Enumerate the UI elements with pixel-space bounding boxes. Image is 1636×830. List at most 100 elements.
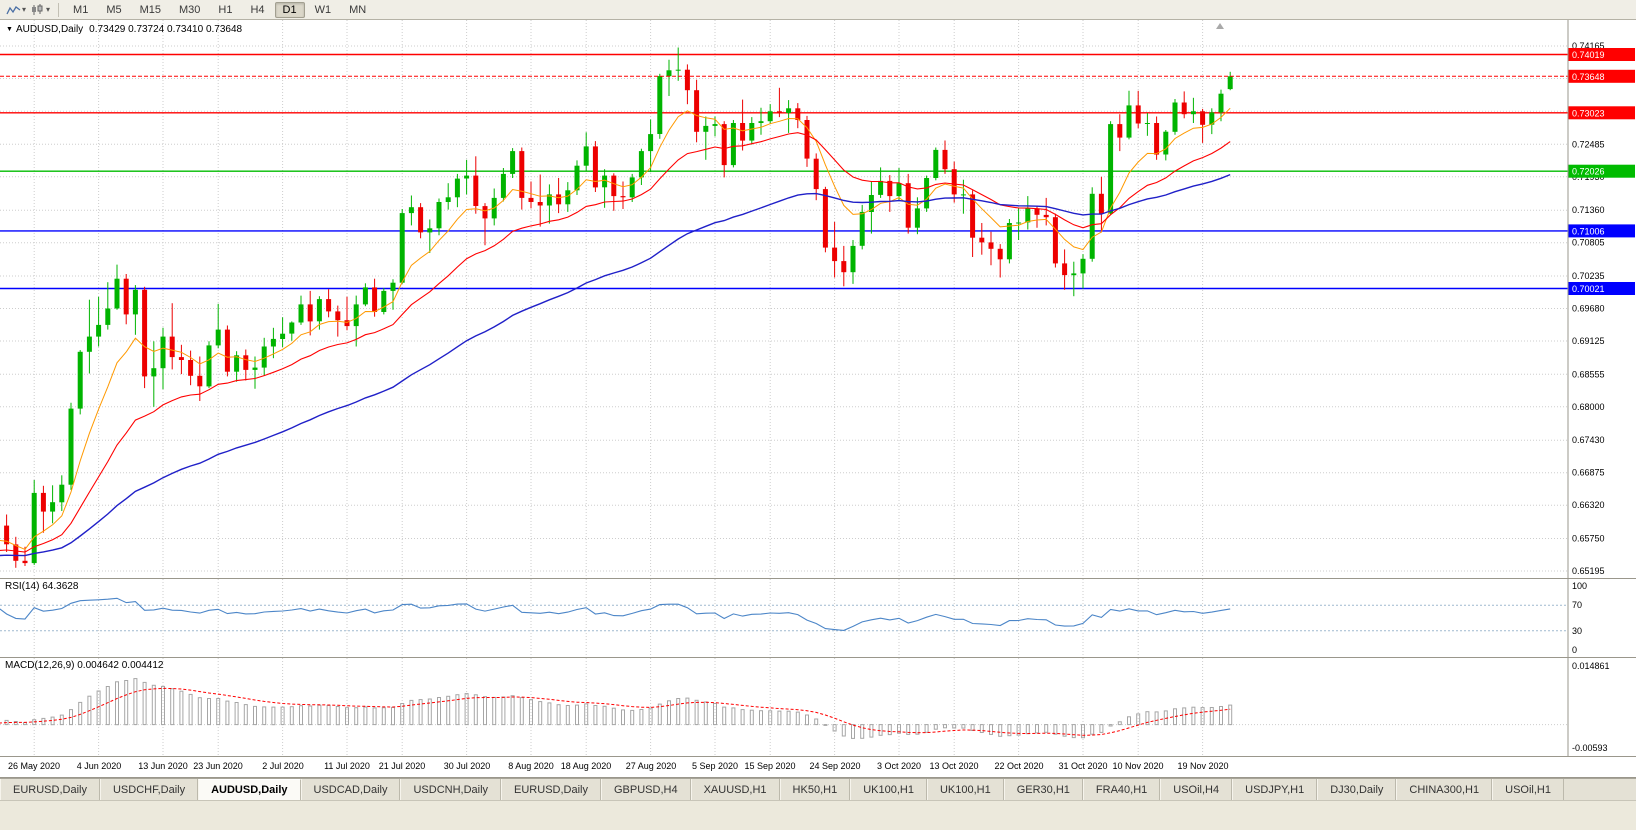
chart-shift-marker[interactable]: [1216, 23, 1224, 29]
chart-tab-FRA40-H1[interactable]: FRA40,H1: [1082, 779, 1161, 800]
timeframe-button-MN[interactable]: MN: [349, 3, 367, 16]
date-label: 30 Jul 2020: [443, 761, 491, 771]
svg-text:0.66320: 0.66320: [1572, 500, 1605, 510]
moving-average-line: [0, 173, 1231, 557]
date-label: 27 Aug 2020: [625, 761, 677, 771]
chart-tab-USDCHF-Daily[interactable]: USDCHF,Daily: [99, 779, 199, 800]
svg-text:0.65195: 0.65195: [1572, 566, 1605, 576]
svg-text:0.014861: 0.014861: [1572, 661, 1610, 671]
date-label: 18 Aug 2020: [560, 761, 612, 771]
date-label: 15 Sep 2020: [744, 761, 796, 771]
timeframe-button-M15[interactable]: M15: [139, 3, 161, 16]
svg-text:0.72485: 0.72485: [1572, 139, 1605, 149]
svg-text:0.68555: 0.68555: [1572, 369, 1605, 379]
svg-text:0.73648: 0.73648: [1572, 72, 1605, 82]
svg-text:0.70235: 0.70235: [1572, 271, 1605, 281]
svg-text:0.72026: 0.72026: [1572, 167, 1605, 177]
rsi-label: RSI(14) 64.3628: [5, 581, 79, 592]
chart-tab-UK100-H1[interactable]: UK100,H1: [850, 779, 927, 800]
time-axis[interactable]: 26 May 2020 4 Jun 2020 13 Jun 2020 23 Jun 2…: [0, 757, 1636, 777]
dropdown-caret-icon[interactable]: ▾: [46, 5, 51, 14]
timeframe-button-D1[interactable]: D1: [274, 1, 305, 18]
panel-splitter[interactable]: [0, 657, 1636, 658]
date-label: 10 Nov 2020: [1112, 761, 1164, 771]
macd-label: MACD(12,26,9) 0.004642 0.004412: [5, 660, 164, 671]
timeframe-button-H4[interactable]: H4: [250, 3, 265, 16]
price-badge: 0.73648: [1568, 69, 1635, 83]
date-label: 22 Oct 2020: [994, 761, 1044, 771]
date-label: 13 Oct 2020: [929, 761, 979, 771]
date-label: 24 Sep 2020: [809, 761, 861, 771]
chart-tab-USOil-H4[interactable]: USOil,H4: [1160, 779, 1233, 800]
chart-tab-XAUUSD-H1[interactable]: XAUUSD,H1: [690, 779, 780, 800]
svg-text:0.69680: 0.69680: [1572, 304, 1605, 314]
price-badge: 0.70021: [1568, 282, 1635, 295]
chart-tab-DJ30-Daily[interactable]: DJ30,Daily: [1317, 779, 1397, 800]
svg-text:0.74019: 0.74019: [1572, 50, 1605, 60]
svg-text:100: 100: [1572, 581, 1587, 591]
toolbar: ▾ ▾ M1 M5 M15 M30 H1 H4 D1 W1 MN: [0, 0, 1636, 20]
timeframe-button-M30[interactable]: M30: [179, 3, 201, 16]
time-axis-border: [0, 777, 1636, 778]
rsi-panel-canvas[interactable]: 100 70 30 0: [0, 579, 1636, 657]
macd-panel-canvas[interactable]: 0.014861 -0.00593: [0, 658, 1636, 756]
date-label: 31 Oct 2020: [1058, 761, 1108, 771]
chart-tab-GER30-H1[interactable]: GER30,H1: [1003, 779, 1083, 800]
chart-tab-GBPUSD-H4[interactable]: GBPUSD,H4: [601, 779, 691, 800]
timeframe-button-M5[interactable]: M5: [106, 3, 122, 16]
chart-tab-UK100-H1[interactable]: UK100,H1: [926, 779, 1004, 800]
svg-text:0.70021: 0.70021: [1572, 284, 1605, 294]
chart-tab-USDCAD-Daily[interactable]: USDCAD,Daily: [300, 779, 401, 800]
date-label: 4 Jun 2020: [76, 761, 122, 771]
collapse-arrow-icon[interactable]: ▼: [6, 26, 13, 33]
panel-splitter[interactable]: [0, 578, 1636, 579]
chart-tab-USOil-H1[interactable]: USOil,H1: [1492, 779, 1564, 800]
chart-tab-EURUSD-Daily[interactable]: EURUSD,Daily: [501, 779, 601, 800]
date-label: 26 May 2020: [7, 761, 61, 771]
status-strip: [0, 800, 1636, 830]
price-badge: 0.71006: [1568, 224, 1635, 238]
toolbar-separator: [58, 2, 60, 17]
price-badge: 0.72026: [1568, 164, 1635, 178]
chart-tab-EURUSD-Daily[interactable]: EURUSD,Daily: [0, 779, 100, 800]
svg-text:0.65750: 0.65750: [1572, 534, 1605, 544]
chart-tab-AUDUSD-Daily[interactable]: AUDUSD,Daily: [198, 779, 301, 800]
chart-tab-USDJPY-H1[interactable]: USDJPY,H1: [1232, 779, 1318, 800]
date-label: 8 Aug 2020: [508, 761, 554, 771]
svg-text:0.71360: 0.71360: [1572, 205, 1605, 215]
svg-text:0.66875: 0.66875: [1572, 468, 1605, 478]
moving-average-line: [0, 107, 1231, 551]
price-badge: 0.73023: [1568, 106, 1635, 120]
svg-text:0.68000: 0.68000: [1572, 402, 1605, 412]
line-chart-icon[interactable]: [4, 2, 22, 18]
svg-text:0.73023: 0.73023: [1572, 108, 1605, 118]
timeframe-button-W1[interactable]: W1: [314, 3, 332, 16]
main-chart-canvas[interactable]: 0.741650.724850.719300.713600.708050.702…: [0, 20, 1636, 578]
moving-average-line: [0, 132, 1231, 553]
date-label: 11 Jul 2020: [324, 761, 370, 771]
date-label: 23 Jun 2020: [193, 761, 243, 771]
ohlc-values: 0.73429 0.73724 0.73410 0.73648: [89, 24, 243, 35]
timeframe-button-H1[interactable]: H1: [218, 3, 233, 16]
chart-tab-HK50-H1[interactable]: HK50,H1: [779, 779, 851, 800]
date-label: 3 Oct 2020: [876, 761, 922, 771]
svg-text:70: 70: [1572, 600, 1582, 610]
date-label: 13 Jun 2020: [138, 761, 188, 771]
chart-title: ▼ AUDUSD,Daily 0.73429 0.73724 0.73410 0.7…: [6, 24, 242, 35]
chart-tab-bar: EURUSD,Daily USDCHF,Daily AUDUSD,Daily USDC…: [0, 778, 1636, 800]
dropdown-caret-icon[interactable]: ▾: [22, 5, 27, 14]
chart-tab-CHINA300-H1[interactable]: CHINA300,H1: [1396, 779, 1493, 800]
svg-text:30: 30: [1572, 626, 1582, 636]
price-badge: 0.74019: [1568, 48, 1635, 61]
panel-splitter[interactable]: [0, 756, 1636, 757]
timeframe-button-group: M1 M5 M15 M30 H1 H4 D1 W1 MN: [65, 1, 374, 18]
candlestick-icon[interactable]: [28, 2, 46, 18]
svg-text:0.71006: 0.71006: [1572, 226, 1605, 236]
date-label: 5 Sep 2020: [691, 761, 739, 771]
date-label: 2 Jul 2020: [262, 761, 304, 771]
svg-text:-0.00593: -0.00593: [1572, 743, 1608, 753]
svg-text:0.69125: 0.69125: [1572, 336, 1605, 346]
timeframe-button-M1[interactable]: M1: [73, 3, 89, 16]
svg-text:0: 0: [1572, 645, 1577, 655]
chart-tab-USDCNH-Daily[interactable]: USDCNH,Daily: [400, 779, 502, 800]
